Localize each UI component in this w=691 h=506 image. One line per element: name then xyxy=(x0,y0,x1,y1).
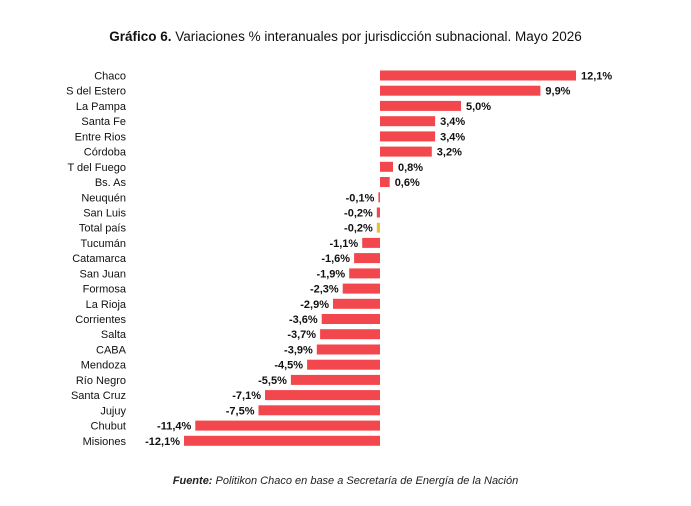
category-label: Jujuy xyxy=(100,405,126,417)
bar xyxy=(320,329,380,340)
category-label: Neuquén xyxy=(81,192,126,204)
category-label: Formosa xyxy=(83,284,127,296)
data-label: -3,9% xyxy=(284,345,313,357)
source-label: Fuente: xyxy=(172,475,213,487)
data-label: -7,5% xyxy=(226,405,255,417)
data-label: -3,7% xyxy=(287,329,316,341)
category-label: Tucumán xyxy=(81,238,126,250)
bar xyxy=(354,253,380,264)
data-label: 5,0% xyxy=(466,101,491,113)
category-label: Córdoba xyxy=(84,147,127,159)
chart-title-prefix: Gráfico 6. xyxy=(109,29,172,44)
data-label: -0,1% xyxy=(346,192,375,204)
bar xyxy=(380,161,393,172)
category-label: Misiones xyxy=(83,436,127,448)
bar xyxy=(184,435,380,446)
bar xyxy=(376,207,380,218)
data-label: 0,8% xyxy=(398,162,423,174)
bar xyxy=(195,420,380,431)
chart-title: Gráfico 6. Variaciones % interanuales po… xyxy=(0,29,691,44)
data-label: -5,5% xyxy=(258,375,287,387)
data-label: -7,1% xyxy=(232,390,261,402)
data-label: -2,3% xyxy=(310,284,339,296)
data-label: 0,6% xyxy=(395,177,420,189)
bar xyxy=(316,344,380,355)
data-label: -2,9% xyxy=(300,299,329,311)
category-label: Salta xyxy=(101,329,127,341)
data-label: 9,9% xyxy=(545,86,570,98)
bar xyxy=(378,192,380,203)
bar xyxy=(380,70,576,81)
category-label: Total país xyxy=(79,223,127,235)
bar xyxy=(342,283,380,294)
bar xyxy=(258,405,380,416)
bar xyxy=(362,237,380,248)
category-label: Mendoza xyxy=(81,360,127,372)
data-label: -0,2% xyxy=(344,223,373,235)
category-label: Chubut xyxy=(91,421,126,433)
category-label: Entre Rios xyxy=(75,131,127,143)
bar xyxy=(265,390,380,401)
source-text: Politikon Chaco en base a Secretaría de … xyxy=(215,475,519,487)
bar xyxy=(333,298,380,309)
data-label: 3,4% xyxy=(440,131,465,143)
category-label: San Luis xyxy=(83,208,126,220)
category-label: Corrientes xyxy=(75,314,126,326)
category-label: La Rioja xyxy=(86,299,127,311)
bar xyxy=(380,146,432,157)
category-label: San Juan xyxy=(80,268,126,280)
category-label: Río Negro xyxy=(76,375,126,387)
category-label: Chaco xyxy=(94,71,126,83)
data-label: -0,2% xyxy=(344,208,373,220)
data-label: 3,2% xyxy=(437,147,462,159)
chart-source: Fuente: Politikon Chaco en base a Secret… xyxy=(0,475,691,487)
category-label: Bs. As xyxy=(95,177,127,189)
bar xyxy=(290,374,380,385)
category-label: T del Fuego xyxy=(67,162,126,174)
category-label: La Pampa xyxy=(76,101,127,113)
bar xyxy=(349,268,380,279)
data-label: 12,1% xyxy=(581,71,612,83)
bar xyxy=(380,116,436,127)
bar xyxy=(307,359,380,370)
bar xyxy=(321,314,380,324)
category-label: Catamarca xyxy=(72,253,127,265)
data-label: -1,6% xyxy=(321,253,350,265)
bar xyxy=(380,100,461,111)
data-label: -4,5% xyxy=(274,360,303,372)
data-label: -11,4% xyxy=(157,421,191,433)
data-label: -1,9% xyxy=(316,268,345,280)
category-label: Santa Cruz xyxy=(71,390,126,402)
bar xyxy=(380,131,436,142)
bar xyxy=(380,85,541,96)
bar-chart: Chaco 12,1% S del Estero 9,9% La Pampa 5,0% Sa… xyxy=(66,70,612,448)
data-label: -12,1% xyxy=(145,436,180,448)
category-label: CABA xyxy=(96,345,127,357)
bar xyxy=(380,177,390,187)
category-label: S del Estero xyxy=(66,86,126,98)
data-label: 3,4% xyxy=(440,116,465,128)
data-label: -3,6% xyxy=(289,314,318,326)
data-label: -1,1% xyxy=(329,238,358,250)
category-label: Santa Fe xyxy=(81,116,126,128)
chart-title-text: Variaciones % interanuales por jurisdicc… xyxy=(175,29,582,44)
bar xyxy=(376,222,380,233)
